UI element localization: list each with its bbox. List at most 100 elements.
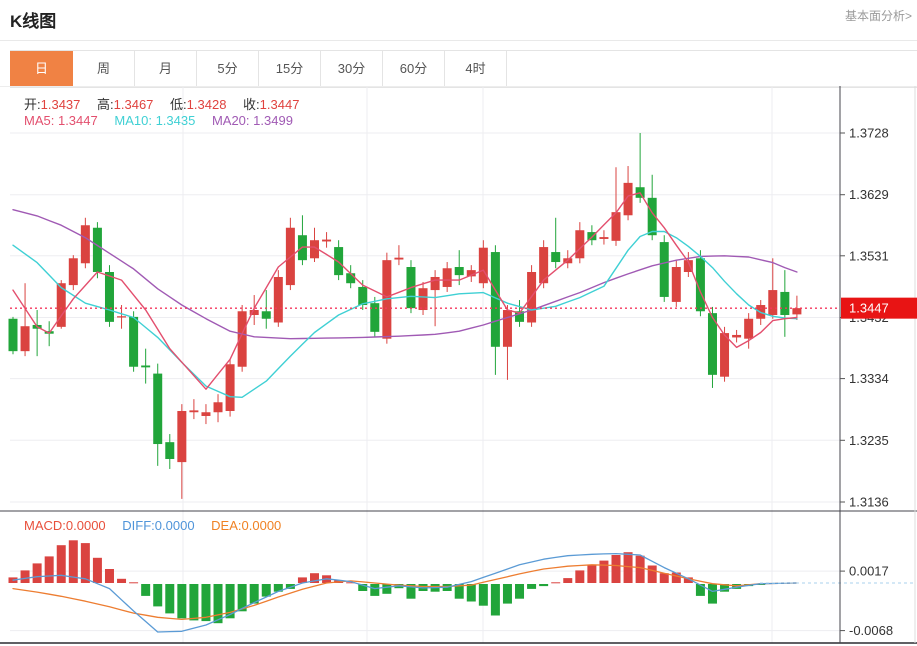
candle	[20, 283, 30, 357]
candle	[695, 250, 705, 317]
macd-bar	[80, 543, 90, 583]
tab-week[interactable]: 周	[73, 51, 135, 87]
tab-day[interactable]: 日	[10, 51, 73, 87]
macd-bar	[273, 584, 283, 592]
macd-bar	[683, 577, 693, 583]
macd-bar	[358, 584, 368, 591]
candle	[213, 394, 223, 423]
high-label: 高:	[97, 97, 114, 112]
macd-bar	[117, 578, 127, 583]
candle	[237, 305, 247, 372]
tab-30min[interactable]: 30分	[321, 51, 383, 87]
candle	[671, 260, 681, 307]
macd-bar	[189, 584, 199, 621]
svg-text:1.3447: 1.3447	[849, 301, 889, 316]
close-value: 1.3447	[259, 97, 300, 112]
header-divider	[0, 40, 917, 41]
candle	[225, 359, 235, 417]
macd-bar	[539, 584, 549, 587]
tab-60min[interactable]: 60分	[383, 51, 445, 87]
macd-bar	[599, 560, 609, 583]
candle	[297, 215, 307, 266]
candle	[490, 245, 500, 375]
candle	[165, 434, 175, 469]
macd-legend: MACD:0.0000 DIFF:0.0000 DEA:0.0000	[24, 518, 294, 533]
macd-bar	[213, 584, 223, 624]
macd-bar	[551, 582, 561, 584]
macd-bar	[575, 570, 585, 583]
candle	[334, 240, 344, 281]
axis-label: 1.3728	[849, 126, 889, 141]
candle	[92, 222, 102, 279]
macd-bar	[647, 565, 657, 583]
macd-bar	[527, 584, 537, 589]
macd-bar	[177, 584, 187, 619]
candle	[32, 310, 42, 357]
candle	[659, 235, 669, 302]
candle	[587, 225, 597, 246]
dea-value: 0.0000	[241, 518, 282, 533]
candle	[129, 311, 139, 372]
axis-label: 1.3629	[849, 187, 889, 202]
axis-label: 0.0017	[849, 564, 889, 579]
macd-bar	[249, 584, 259, 604]
candle	[141, 348, 151, 384]
chart-frame	[0, 86, 917, 644]
candle	[153, 363, 163, 466]
macd-bar	[68, 540, 78, 583]
tab-15min[interactable]: 15分	[259, 51, 321, 87]
macd-bar	[44, 556, 54, 583]
candle	[768, 258, 778, 319]
macd-bar	[346, 582, 356, 584]
tab-month[interactable]: 月	[135, 51, 197, 87]
ma-lines-layer	[12, 192, 798, 398]
tab-5min[interactable]: 5分	[197, 51, 259, 87]
macd-bar	[141, 584, 151, 596]
candle	[744, 313, 754, 349]
candle	[611, 167, 621, 246]
diff-value: 0.0000	[154, 518, 195, 533]
macd-bar	[310, 573, 319, 583]
macd-bar	[32, 563, 42, 583]
current-price-badge: 1.3447	[841, 297, 917, 319]
ma-legend: MA5: 1.3447 MA10: 1.3435 MA20: 1.3499	[24, 113, 306, 128]
axis-label: 1.3235	[849, 433, 889, 448]
candle	[599, 230, 609, 245]
ma10-value: 1.3435	[155, 113, 196, 128]
candle	[322, 232, 332, 248]
candle	[80, 217, 90, 269]
ma10-label: MA10:	[114, 113, 152, 128]
macd-bar	[659, 573, 669, 583]
macd-bar	[297, 577, 307, 583]
fundamental-analysis-link[interactable]: 基本面分析>	[844, 9, 912, 23]
macd-bar	[104, 569, 114, 583]
candle	[310, 227, 319, 263]
open-value: 1.3437	[40, 97, 81, 112]
gridlines	[0, 86, 917, 643]
candle	[117, 305, 127, 329]
chart-canvas[interactable]: 1.37281.36291.35311.34321.33341.32351.31…	[0, 86, 917, 646]
ma20-label: MA20:	[211, 113, 250, 128]
candle	[177, 404, 187, 499]
macd-label: MACD:	[24, 518, 66, 533]
macd-bar	[225, 584, 235, 619]
macd-bar	[129, 582, 139, 584]
candle	[442, 262, 452, 292]
macd-bar	[587, 565, 597, 583]
tab-4hour[interactable]: 4时	[445, 51, 507, 87]
candle	[466, 265, 476, 282]
close-label: 收:	[243, 97, 260, 112]
candle	[575, 222, 585, 264]
candle	[201, 404, 211, 425]
candle	[249, 295, 259, 325]
ma5-label: MA5:	[24, 113, 55, 128]
candle	[394, 245, 404, 266]
macd-bar	[237, 584, 247, 612]
candle	[707, 306, 717, 388]
candle	[647, 174, 657, 241]
macd-bar	[201, 584, 211, 622]
macd-bar	[720, 584, 730, 592]
macd-bar	[92, 557, 102, 583]
candle	[8, 316, 18, 355]
